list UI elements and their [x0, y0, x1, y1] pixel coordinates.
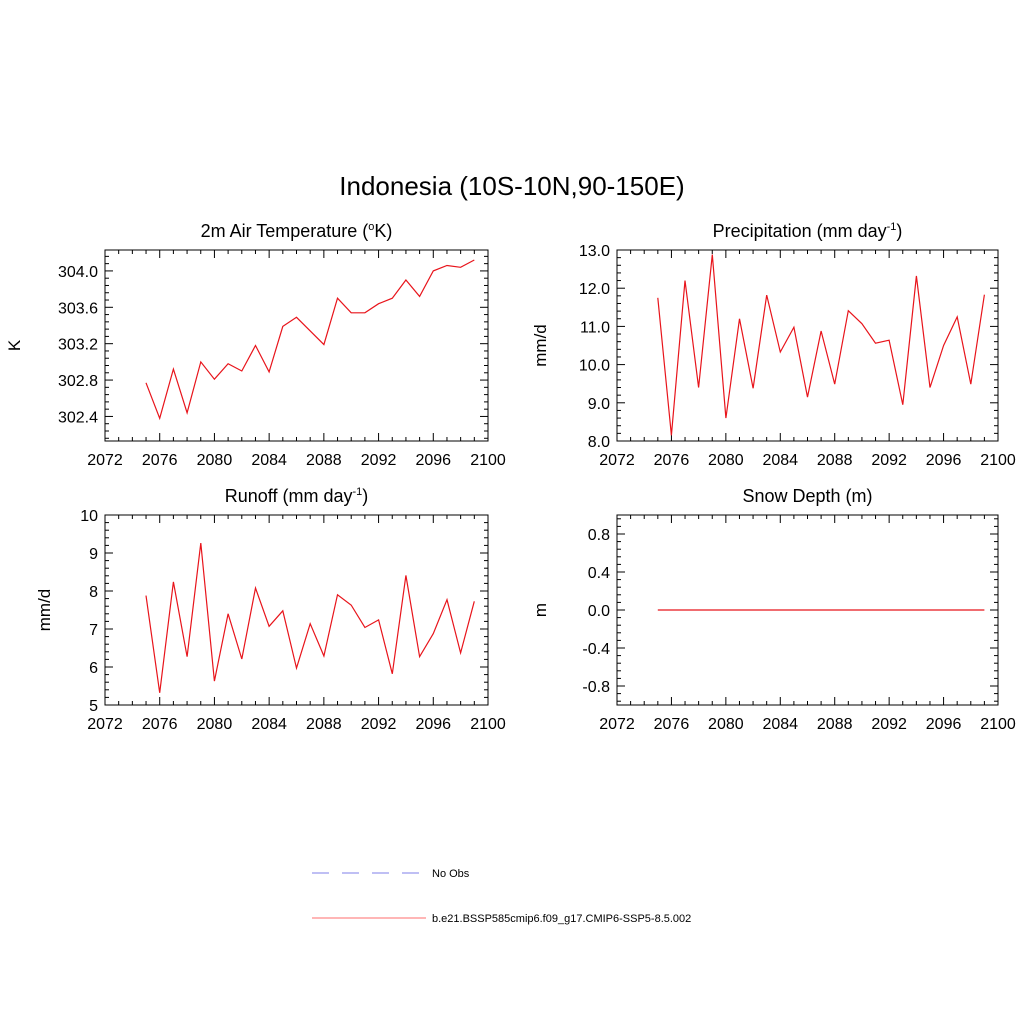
x-tick-label: 2092: [361, 452, 397, 469]
series-line: [657, 254, 985, 436]
x-tick-label: 2080: [708, 716, 744, 733]
panel-title-main: Runoff (mm day: [225, 486, 353, 506]
y-tick-label: 9: [89, 546, 98, 563]
x-tick-label: 2072: [599, 716, 635, 733]
y-axis-label: mm/d: [531, 324, 550, 367]
panel-title-main: Precipitation (mm day: [713, 221, 887, 241]
y-tick-label: 5: [89, 698, 98, 715]
panel-title-tail: K): [374, 221, 392, 241]
x-tick-label: 2092: [871, 452, 907, 469]
x-tick-label: 2088: [306, 716, 342, 733]
y-axis-label: m: [531, 603, 550, 617]
panel-title-sup: -1: [352, 486, 362, 498]
x-tick-label: 2100: [980, 716, 1016, 733]
x-tick-label: 2076: [654, 716, 690, 733]
x-tick-label: 2092: [361, 716, 397, 733]
y-tick-label: 6: [89, 660, 98, 677]
x-tick-label: 2084: [251, 452, 287, 469]
y-tick-label: 0.0: [588, 603, 610, 620]
x-tick-label: 2084: [762, 452, 798, 469]
panel-title-main: Snow Depth (m): [742, 486, 872, 506]
panel-title-sup: -1: [887, 221, 897, 233]
y-tick-label: 12.0: [579, 281, 610, 298]
x-tick-label: 2092: [871, 716, 907, 733]
x-tick-label: 2076: [142, 716, 178, 733]
x-tick-label: 2100: [470, 452, 506, 469]
y-tick-label: 0.8: [588, 527, 610, 544]
series-line: [145, 543, 475, 693]
plot-frame: [104, 514, 489, 706]
legend-label: b.e21.BSSP585cmip6.f09_g17.CMIP6-SSP5-8.…: [432, 913, 691, 925]
x-tick-label: 2080: [708, 452, 744, 469]
series-line: [145, 259, 475, 421]
y-tick-label: 8: [89, 584, 98, 601]
y-tick-label: 302.8: [58, 373, 98, 390]
y-tick-label: 11.0: [580, 319, 610, 336]
panel-title-main: 2m Air Temperature (: [201, 221, 369, 241]
panel-title-tail: ): [896, 221, 902, 241]
y-tick-label: 7: [89, 622, 98, 639]
x-tick-label: 2072: [87, 452, 123, 469]
x-tick-label: 2096: [926, 716, 962, 733]
y-tick-label: 302.4: [58, 409, 98, 426]
panel-title-tail: ): [362, 486, 368, 506]
y-tick-label: 9.0: [588, 396, 610, 413]
panel-title: Precipitation (mm day-1): [713, 221, 903, 241]
x-tick-label: 2088: [817, 452, 853, 469]
y-axis-label: mm/d: [35, 589, 54, 632]
y-tick-label: 303.6: [58, 300, 98, 317]
x-tick-label: 2088: [817, 716, 853, 733]
x-tick-label: 2096: [415, 716, 451, 733]
x-tick-label: 2100: [980, 452, 1016, 469]
x-tick-label: 2084: [251, 716, 287, 733]
x-tick-label: 2076: [654, 452, 690, 469]
y-tick-label: 10: [80, 508, 98, 525]
y-tick-label: -0.4: [582, 641, 610, 658]
panel-title: Runoff (mm day-1): [225, 486, 369, 506]
x-tick-label: 2076: [142, 452, 178, 469]
panel-title-sup: o: [368, 221, 374, 233]
y-tick-label: 0.4: [588, 565, 610, 582]
x-tick-label: 2084: [762, 716, 798, 733]
panel-1: 2072 2076 2080 2084 2088 2092 2096 2100 8.0 9.0 10…: [531, 221, 1016, 469]
x-tick-label: 2096: [415, 452, 451, 469]
legend-label: No Obs: [432, 868, 470, 880]
y-tick-label: 10.0: [579, 358, 610, 375]
panel-title: Snow Depth (m): [742, 486, 872, 506]
y-axis-label: K: [5, 339, 24, 351]
x-tick-label: 2100: [470, 716, 506, 733]
panel-0: 2072 2076 2080 2084 2088 2092 2096 2100 302.4 302…: [5, 221, 506, 469]
x-tick-label: 2080: [197, 716, 233, 733]
y-tick-label: 8.0: [588, 434, 610, 451]
panel-3: 2072 2076 2080 2084 2088 2092 2096 2100 -0.8 -0.4…: [531, 486, 1016, 733]
legend: No Obs b.e21.BSSP585cmip6.f09_g17.CMIP6-S…: [312, 868, 691, 925]
figure-title: Indonesia (10S-10N,90-150E): [339, 171, 684, 201]
plot-frame: [616, 249, 999, 442]
x-tick-label: 2072: [87, 716, 123, 733]
x-tick-label: 2080: [197, 452, 233, 469]
y-tick-label: 303.2: [58, 337, 98, 354]
x-tick-label: 2072: [599, 452, 635, 469]
panel-2: 2072 2076 2080 2084 2088 2092 2096 2100 5 6 7 8 9 10 m…: [35, 486, 506, 733]
x-tick-label: 2096: [926, 452, 962, 469]
x-tick-label: 2088: [306, 452, 342, 469]
y-tick-label: 13.0: [579, 243, 610, 260]
y-tick-label: -0.8: [582, 679, 610, 696]
y-tick-label: 304.0: [58, 264, 98, 281]
panel-title: 2m Air Temperature (oK): [201, 221, 393, 241]
plot-frame: [104, 249, 489, 442]
